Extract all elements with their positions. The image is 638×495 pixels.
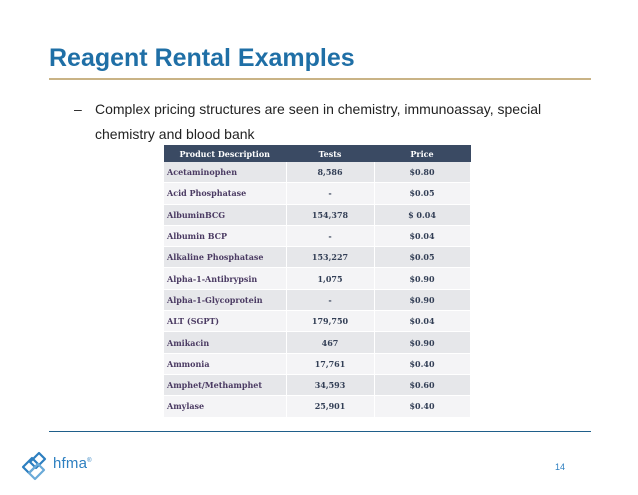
table-row: Amikacin 467 $0.90: [164, 331, 471, 354]
cell-price: $0.80: [374, 162, 471, 184]
cell-product-description: Amphet/Methamphet: [164, 374, 287, 397]
slide-title: Reagent Rental Examples: [49, 44, 355, 72]
cell-tests: 179,750: [286, 310, 375, 333]
bullet-text: Complex pricing structures are seen in c…: [95, 101, 542, 142]
cell-price: $0.60: [374, 374, 471, 397]
cell-tests: 153,227: [286, 246, 375, 269]
table-header-row: Product Description Tests Price: [164, 145, 471, 162]
cell-tests: 1,075: [286, 267, 375, 290]
cell-tests: 34,593: [286, 374, 375, 397]
table-body: Acetaminophen 8,586 $0.80 Acid Phosphatase -…: [164, 162, 471, 418]
cell-product-description: AlbuminBCG: [164, 204, 287, 226]
hfma-logo: hfma®: [18, 449, 118, 481]
table-row: ALT (SGPT) 179,750 $0.04: [164, 310, 471, 333]
table-row: Acetaminophen 8,586 $0.80: [164, 162, 471, 184]
cell-product-description: Alpha-1-Glycoprotein: [164, 289, 287, 312]
cell-price: $0.05: [374, 246, 471, 269]
table-row: Alpha-1-Glycoprotein - $0.90: [164, 289, 471, 312]
cell-product-description: Amikacin: [164, 331, 287, 354]
cell-tests: 25,901: [286, 395, 375, 418]
cell-product-description: Acetaminophen: [164, 162, 287, 184]
cell-price: $0.40: [374, 353, 471, 375]
cell-tests: -: [286, 289, 375, 312]
table-row: Ammonia 17,761 $0.40: [164, 353, 471, 375]
cell-tests: 8,586: [286, 162, 375, 184]
cell-tests: 154,378: [286, 204, 375, 226]
table-row: Amylase 25,901 $0.40: [164, 395, 471, 418]
cell-product-description: Amylase: [164, 395, 287, 418]
cell-price: $0.40: [374, 395, 471, 418]
cell-tests: 17,761: [286, 353, 375, 375]
cell-product-description: Alpha-1-Antibrypsin: [164, 267, 287, 290]
title-underline: [49, 78, 591, 80]
cell-product-description: Alkaline Phosphatase: [164, 246, 287, 269]
reagent-pricing-table: Product Description Tests Price Acetamin…: [164, 145, 471, 418]
cell-price: $ 0.04: [374, 204, 471, 226]
cell-price: $0.04: [374, 225, 471, 248]
cell-tests: -: [286, 182, 375, 205]
cell-product-description: Albumin BCP: [164, 225, 287, 248]
bullet-dash: –: [74, 101, 82, 117]
table-row: Albumin BCP - $0.04: [164, 225, 471, 248]
cell-price: $0.05: [374, 182, 471, 205]
footer-divider: [49, 431, 591, 432]
table-row: Acid Phosphatase - $0.05: [164, 182, 471, 205]
table-row: Alkaline Phosphatase 153,227 $0.05: [164, 246, 471, 269]
table-row: Amphet/Methamphet 34,593 $0.60: [164, 374, 471, 397]
logo-wordmark: hfma®: [53, 455, 92, 472]
header-price: Price: [374, 145, 471, 162]
header-tests: Tests: [286, 145, 375, 162]
header-product-description: Product Description: [164, 145, 287, 162]
cell-price: $0.90: [374, 331, 471, 354]
cell-product-description: Ammonia: [164, 353, 287, 375]
cell-tests: 467: [286, 331, 375, 354]
cell-price: $0.04: [374, 310, 471, 333]
cell-product-description: Acid Phosphatase: [164, 182, 287, 205]
cell-product-description: ALT (SGPT): [164, 310, 287, 333]
table-row: Alpha-1-Antibrypsin 1,075 $0.90: [164, 267, 471, 290]
cell-price: $0.90: [374, 289, 471, 312]
table-row: AlbuminBCG 154,378 $ 0.04: [164, 204, 471, 226]
page-number: 14: [555, 462, 566, 472]
cell-tests: -: [286, 225, 375, 248]
reagent-table-container: Product Description Tests Price Acetamin…: [164, 145, 471, 418]
hfma-lattice-logo-icon: [21, 451, 47, 481]
bullet-point: – Complex pricing structures are seen in…: [74, 97, 584, 147]
cell-price: $0.90: [374, 267, 471, 290]
